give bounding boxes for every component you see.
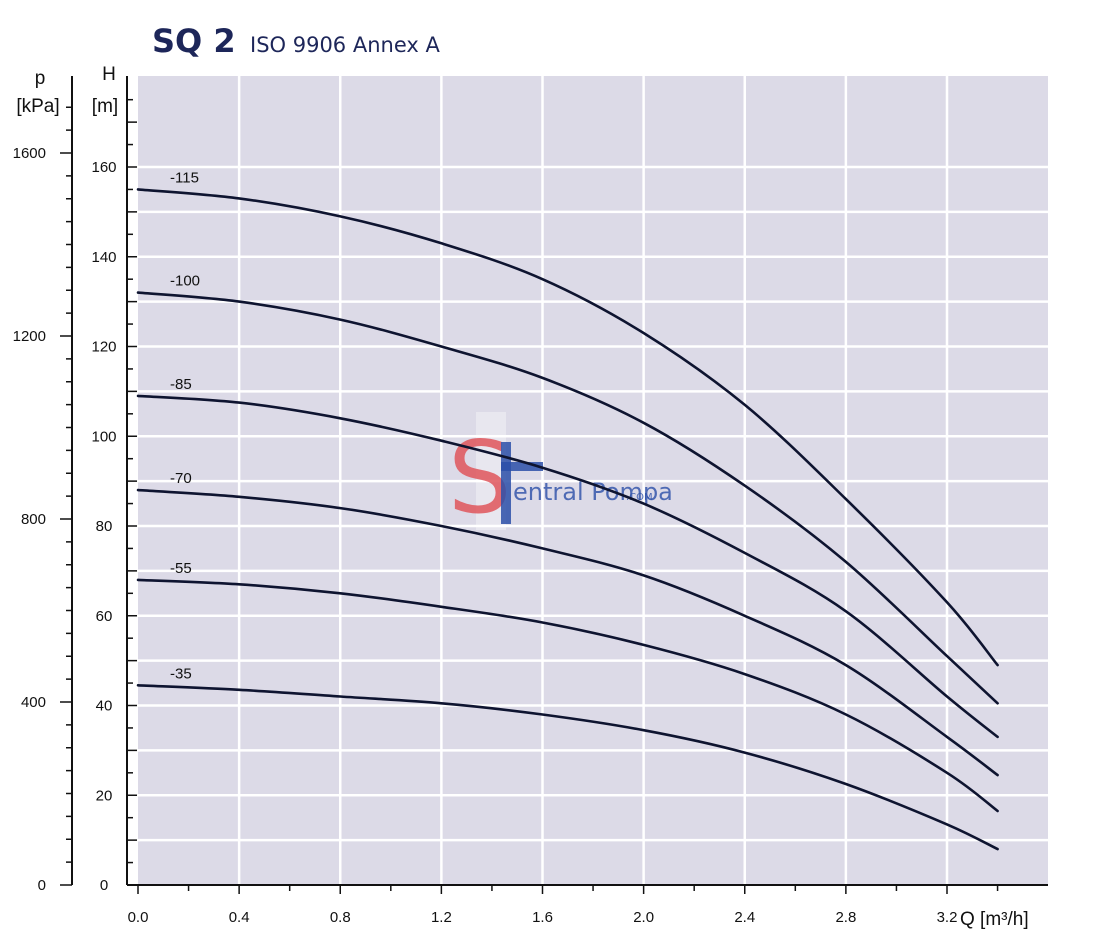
q-tick-label: 0.0 <box>128 909 149 926</box>
q-tick-label: 2.0 <box>633 909 654 926</box>
watermark-logo-crossbar <box>501 462 543 471</box>
h-tick-label: 40 <box>96 698 113 715</box>
h-tick-label: 160 <box>91 159 116 176</box>
h-tick-label: 80 <box>96 518 113 535</box>
q-tick-label: 1.6 <box>532 909 553 926</box>
series-label--85: -85 <box>170 376 192 393</box>
curve--55 <box>136 578 999 813</box>
p-tick-label: 0 <box>38 877 46 894</box>
p-axis-name: p <box>35 68 46 89</box>
h-tick-label: 100 <box>91 428 116 445</box>
q-tick-label: 0.4 <box>229 909 250 926</box>
h-axis-ticks: 0 20 40 60 80 100 120 140 160 <box>91 98 137 894</box>
watermark: S entral Pompa .COM <box>448 412 673 536</box>
q-axis: 0.0 0.4 0.8 1.2 1.6 2.0 2.4 2.8 3.2 Q [m³/h] <box>127 884 1048 930</box>
p-tick-label: 1200 <box>13 328 46 345</box>
watermark-logo-bar <box>501 442 511 524</box>
q-tick-label: 2.8 <box>835 909 856 926</box>
curve--115 <box>136 188 999 667</box>
series-label--115: -115 <box>170 169 199 186</box>
p-tick-label: 800 <box>21 511 46 528</box>
watermark-logo-s: S <box>448 419 511 536</box>
series-label--55: -55 <box>170 560 192 577</box>
series-label--100: -100 <box>170 273 200 290</box>
p-tick-label: 1600 <box>13 145 46 162</box>
series-label--35: -35 <box>170 665 192 682</box>
curve--35 <box>136 684 999 851</box>
curve--85 <box>136 394 999 739</box>
h-axis: 0 20 40 60 80 100 120 140 160 H [m] <box>91 64 137 894</box>
q-tick-label: 0.8 <box>330 909 351 926</box>
chart-subtitle: ISO 9906 Annex A <box>250 33 440 57</box>
p-axis-unit: [kPa] <box>16 96 59 117</box>
watermark-suffix: .COM <box>626 492 653 503</box>
watermark-text: entral Pompa <box>513 478 673 506</box>
chart-title: SQ 2 <box>152 22 236 60</box>
horizontal-gridlines <box>138 165 1048 842</box>
p-axis: 0 400 800 1200 1600 p [kPa] <box>13 68 73 894</box>
h-tick-label: 0 <box>100 877 108 894</box>
h-tick-label: 20 <box>96 787 113 804</box>
h-tick-label: 140 <box>91 249 116 266</box>
curve--70 <box>136 488 999 777</box>
p-axis-ticks: 0 400 800 1200 1600 <box>13 106 72 894</box>
q-axis-label: Q [m³/h] <box>960 909 1029 930</box>
p-tick-label: 400 <box>21 694 46 711</box>
curve--100 <box>136 291 999 705</box>
performance-curves <box>136 188 999 851</box>
series-label--70: -70 <box>170 470 192 487</box>
h-tick-label: 60 <box>96 608 113 625</box>
q-tick-label: 2.4 <box>734 909 755 926</box>
h-axis-unit: [m] <box>92 96 118 117</box>
q-tick-label: 3.2 <box>937 909 958 926</box>
q-axis-ticks: 0.0 0.4 0.8 1.2 1.6 2.0 2.4 2.8 3.2 <box>128 885 999 926</box>
series-labels: -115 -100 -85 -70 -55 -35 <box>170 169 200 682</box>
q-tick-label: 1.2 <box>431 909 452 926</box>
h-axis-name: H <box>102 64 116 85</box>
h-tick-label: 120 <box>91 339 116 356</box>
